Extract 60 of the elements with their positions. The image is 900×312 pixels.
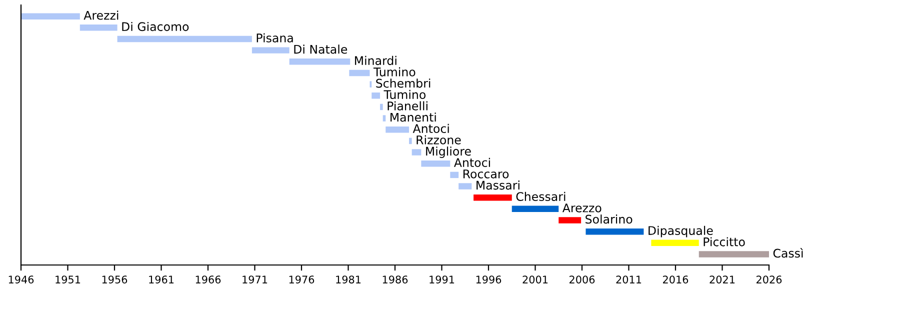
x-tick-label: 1946: [8, 276, 34, 284]
y-tick-label: Piccitto: [704, 237, 745, 246]
x-tick-label: 1961: [149, 276, 174, 284]
bar: [289, 58, 350, 65]
x-tick-label: 2021: [710, 276, 735, 284]
y-tick-label: Cassì: [773, 248, 803, 258]
x-tick-label: 1996: [476, 276, 502, 284]
bar: [372, 92, 380, 99]
bar: [474, 194, 512, 201]
bar: [382, 115, 386, 122]
y-tick-label: Antoci: [454, 158, 490, 168]
bar: [80, 24, 118, 31]
bar: [651, 240, 699, 246]
y-tick-label: Migliore: [426, 146, 471, 158]
y-tick-label: Antoci: [412, 124, 449, 134]
x-tick-label: 1976: [289, 276, 314, 284]
y-tick-label: Minardi: [355, 56, 396, 66]
y-tick-label: Dipasquale: [648, 226, 713, 238]
bar: [586, 228, 644, 235]
x-tick-label: 1956: [102, 276, 128, 284]
bar: [558, 217, 582, 224]
x-tick-label: 2016: [663, 276, 688, 284]
y-tick-label: Rizzone: [416, 135, 461, 144]
y-tick-label: Tumino: [373, 67, 416, 76]
y-tick-label: Di Natale: [294, 44, 348, 54]
y-tick-label: Schembri: [376, 78, 430, 88]
bar: [458, 183, 472, 190]
bar: [386, 126, 410, 133]
bar: [409, 138, 412, 144]
bar: [450, 172, 459, 178]
bar: [412, 149, 422, 156]
y-tick-label: Tumino: [384, 90, 426, 100]
y-tick-label: Pianelli: [388, 101, 428, 110]
x-tick-label: 1981: [336, 276, 361, 284]
bar: [421, 160, 450, 167]
y-tick-label: Chessari: [516, 192, 566, 202]
x-tick-label: 1986: [382, 276, 408, 284]
bar: [349, 70, 370, 76]
bar: [380, 104, 383, 110]
x-tick-label: 2026: [756, 276, 782, 284]
bar: [512, 206, 559, 212]
y-tick-label: Pisana: [256, 33, 293, 42]
x-tick-label: 1991: [430, 276, 454, 284]
x-tick-label: 1966: [196, 276, 221, 284]
x-tick-label: 2006: [570, 276, 595, 284]
y-tick-label: Roccaro: [463, 170, 509, 178]
x-tick-label: 2011: [616, 276, 642, 284]
y-tick-label: Manenti: [390, 112, 436, 122]
y-tick-label: Massari: [476, 180, 520, 190]
y-tick-label: Arezzo: [562, 204, 602, 212]
x-tick-label: 1951: [56, 276, 80, 284]
bar: [21, 13, 80, 20]
x-tick-label: 2001: [522, 276, 548, 284]
x-tick-label: 1971: [242, 276, 268, 284]
y-tick-label: Arezzi: [84, 10, 118, 20]
y-tick-label: Di Giacomo: [122, 22, 189, 32]
bar: [117, 36, 252, 42]
bar: [252, 47, 290, 54]
y-tick-label: Solarino: [586, 214, 632, 224]
bar: [698, 251, 769, 258]
